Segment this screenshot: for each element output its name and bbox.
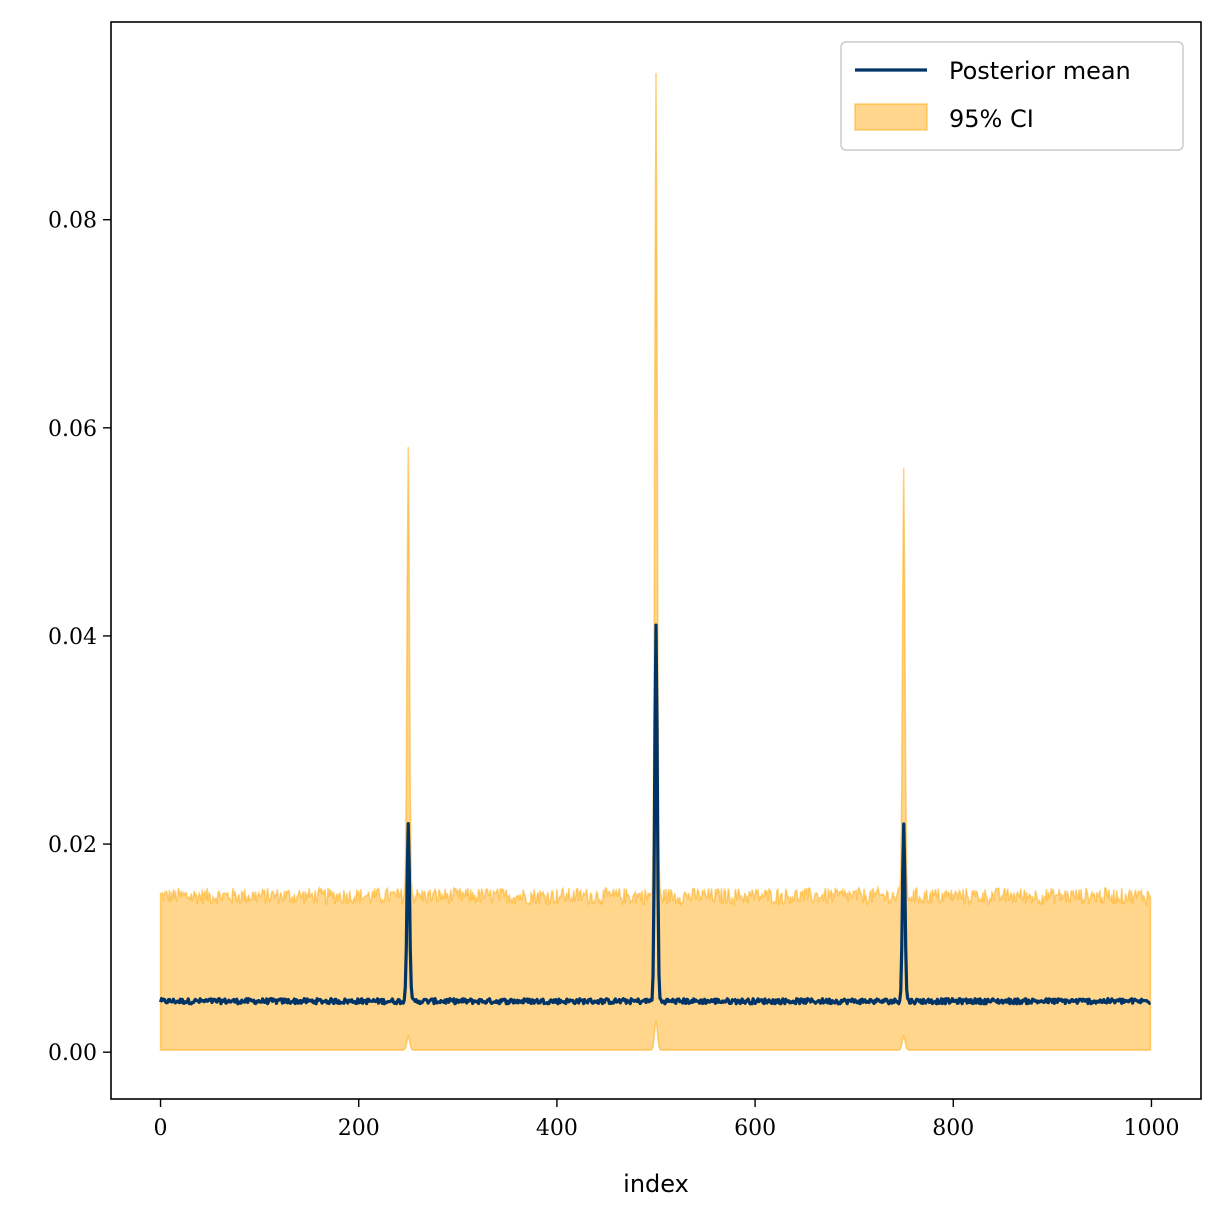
axes: 0 200 400 600 800 1000 0.00 0.02 0.04 0.06 0.08 ind… xyxy=(48,21,1202,1198)
legend-label-ci: 95% CI xyxy=(949,105,1034,133)
legend-label-posterior-mean: Posterior mean xyxy=(949,57,1131,85)
y-tick-label: 0.08 xyxy=(48,209,97,234)
x-tick-label: 800 xyxy=(932,1116,974,1141)
y-tick-label: 0.00 xyxy=(48,1041,97,1066)
x-axis-title: index xyxy=(623,1170,689,1198)
x-tick-label: 0 xyxy=(154,1116,168,1141)
x-tick-label: 600 xyxy=(734,1116,776,1141)
y-tick-label: 0.04 xyxy=(48,625,97,650)
x-tick-label: 200 xyxy=(338,1116,380,1141)
y-tick-label: 0.06 xyxy=(48,417,97,442)
x-tick-label: 1000 xyxy=(1123,1116,1179,1141)
legend-swatch-ci xyxy=(854,103,928,131)
ci-band xyxy=(159,72,1152,1051)
plot-area xyxy=(159,72,1152,1051)
posterior-mean-line xyxy=(159,623,1152,1006)
x-tick-label: 400 xyxy=(536,1116,578,1141)
y-tick-label: 0.02 xyxy=(48,833,97,858)
axes-frame xyxy=(110,21,1202,1100)
legend: Posterior mean 95% CI xyxy=(840,41,1184,151)
